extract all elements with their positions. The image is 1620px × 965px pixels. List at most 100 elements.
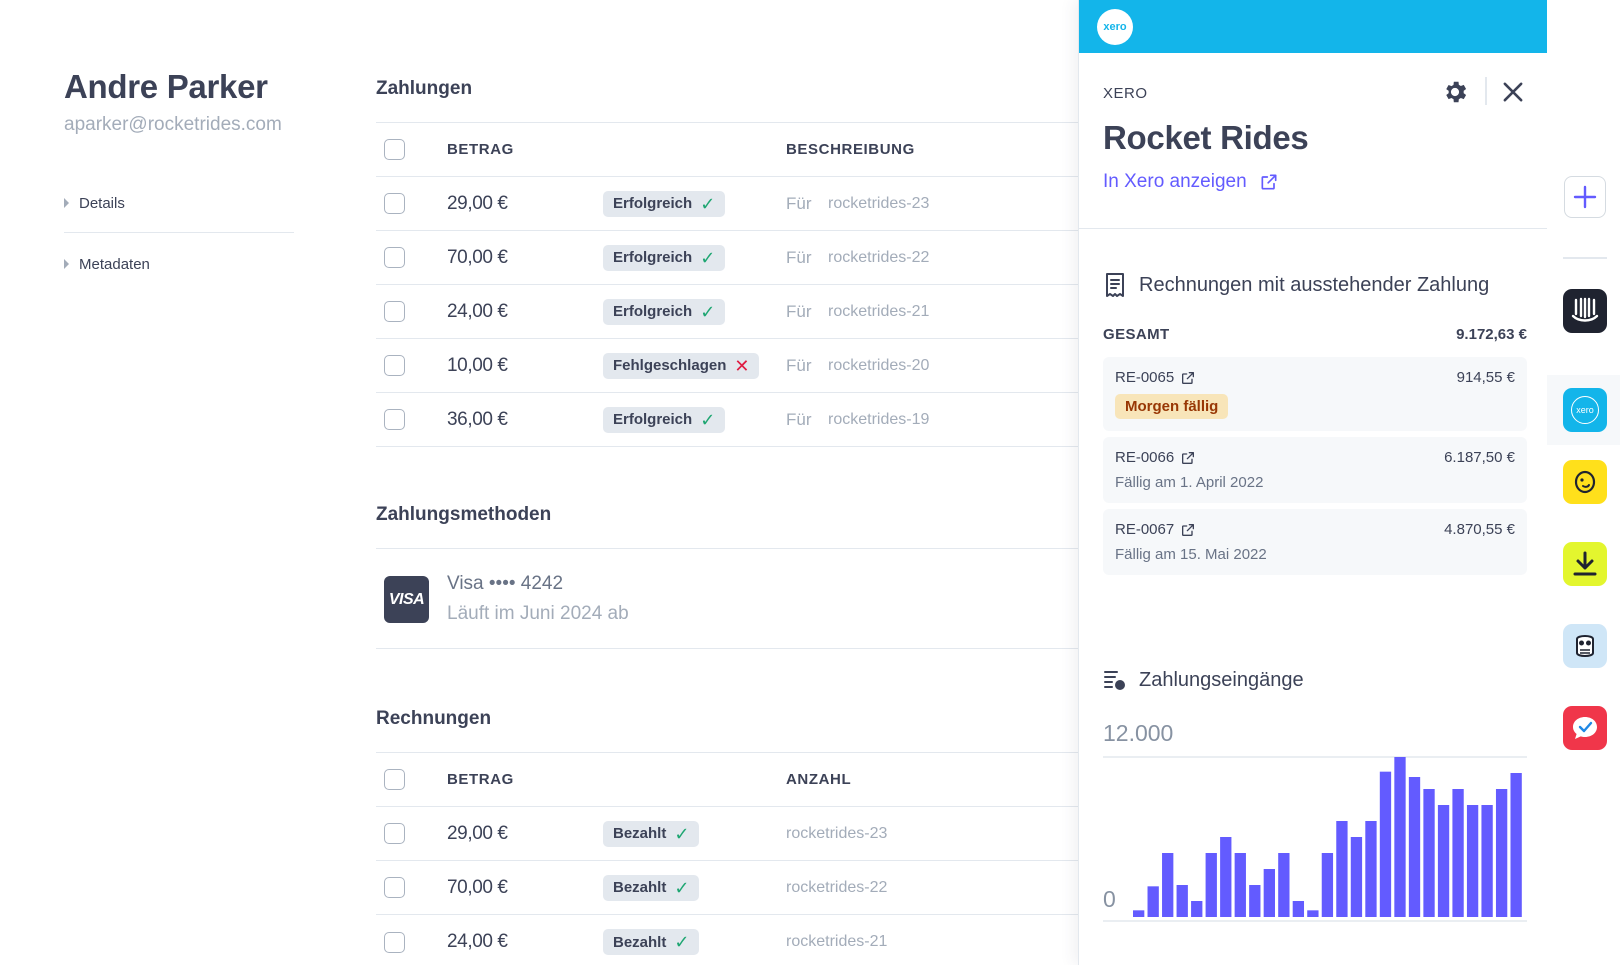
download-app-icon[interactable] [1563, 542, 1607, 586]
divider [64, 232, 294, 233]
select-all-checkbox[interactable] [384, 139, 405, 160]
add-app-button[interactable] [1564, 176, 1606, 218]
owl-app-icon[interactable] [1563, 624, 1607, 668]
xero-logo-icon: xero [1097, 9, 1133, 45]
invoice-id-label: RE-0066 [1115, 449, 1175, 466]
invoice-card[interactable]: RE-0066 6.187,50 € Fällig am 1. April 20… [1103, 437, 1527, 503]
owl-glyph [1576, 635, 1594, 657]
invoices-title: Rechnungen [376, 708, 492, 729]
row-checkbox[interactable] [384, 301, 405, 322]
row-checkbox[interactable] [384, 409, 405, 430]
invoice-id[interactable]: RE-0067 [1115, 521, 1196, 538]
outstanding-header: Rechnungen mit ausstehender Zahlung [1103, 272, 1527, 298]
invoice-id-label: RE-0067 [1115, 521, 1175, 538]
for-label: Für [786, 247, 812, 267]
payments-table: BETRAG BESCHREIBUNG 29,00 € Erfolgreich ✓… [376, 122, 1078, 447]
chart-bar [1133, 910, 1145, 917]
for-label: Für [786, 355, 812, 375]
invoice-card[interactable]: RE-0067 4.870,55 € Fällig am 15. Mai 202… [1103, 509, 1527, 575]
table-row[interactable]: 24,00 € Bezahlt ✓ rocketrides-21 [376, 915, 1078, 965]
xero-glyph: xero [1571, 396, 1599, 424]
close-icon[interactable] [1499, 78, 1527, 106]
app-rail: xero [1547, 0, 1620, 965]
metadata-toggle[interactable]: Metadaten [64, 249, 294, 279]
chart-bar [1408, 777, 1421, 917]
row-checkbox[interactable] [384, 355, 405, 376]
status-label: Fehlgeschlagen [613, 357, 727, 374]
total-label: GESAMT [1103, 326, 1170, 343]
checkmark-chat-app-icon[interactable] [1563, 706, 1607, 750]
invoice-amount: 24,00 € [447, 931, 508, 952]
chart-bar [1466, 805, 1479, 917]
chart-bar [1321, 853, 1334, 917]
row-checkbox[interactable] [384, 247, 405, 268]
list-chart-icon [1104, 671, 1125, 690]
table-row[interactable]: 29,00 € Erfolgreich ✓ Für rocketrides-23 [376, 177, 1078, 231]
app-label: XERO [1103, 85, 1148, 102]
details-toggle[interactable]: Details [64, 188, 294, 218]
for-label: Für [786, 193, 812, 213]
table-row[interactable]: 70,00 € Bezahlt ✓ rocketrides-22 [376, 861, 1078, 915]
table-row[interactable]: 24,00 € Erfolgreich ✓ Für rocketrides-21 [376, 285, 1078, 339]
row-checkbox[interactable] [384, 823, 405, 844]
customer-email: aparker@rocketrides.com [64, 114, 282, 135]
select-all-checkbox[interactable] [384, 769, 405, 790]
payment-amount: 29,00 € [447, 192, 508, 214]
status-label: Erfolgreich [613, 411, 693, 428]
for-label: Für [786, 301, 812, 321]
status-label: Erfolgreich [613, 195, 693, 212]
chart-bar [1263, 869, 1275, 917]
table-header-row: BETRAG ANZAHL [376, 753, 1078, 807]
table-row[interactable]: 70,00 € Erfolgreich ✓ Für rocketrides-22 [376, 231, 1078, 285]
total-row: GESAMT 9.172,63 € [1103, 326, 1527, 343]
row-checkbox[interactable] [384, 193, 405, 214]
table-row[interactable]: 10,00 € Fehlgeschlagen ✕ Für rocketrides-… [376, 339, 1078, 393]
row-checkbox[interactable] [384, 877, 405, 898]
gear-icon[interactable] [1441, 78, 1469, 106]
intercom-app-icon[interactable] [1563, 289, 1607, 333]
status-label: Erfolgreich [613, 303, 693, 320]
invoice-card[interactable]: RE-0065 914,55 € Morgen fällig [1103, 357, 1527, 431]
table-row[interactable]: 36,00 € Erfolgreich ✓ Für rocketrides-19 [376, 393, 1078, 447]
chart-bar [1423, 789, 1435, 917]
chart-bar [1162, 853, 1174, 917]
mailchimp-app-icon[interactable] [1563, 460, 1607, 504]
payment-amount: 10,00 € [447, 354, 508, 376]
status-badge: Bezahlt ✓ [603, 820, 700, 847]
check-bubble-glyph [1573, 717, 1597, 739]
status-badge: Erfolgreich ✓ [603, 244, 726, 271]
check-icon: ✓ [674, 823, 690, 844]
receipt-icon [1106, 273, 1124, 297]
row-checkbox[interactable] [384, 931, 405, 953]
chart-bar [1350, 837, 1363, 917]
payment-amount: 36,00 € [447, 408, 508, 430]
table-row[interactable]: 29,00 € Bezahlt ✓ rocketrides-23 [376, 807, 1078, 861]
customer-sections: Details Metadaten [64, 188, 294, 279]
status-badge: Erfolgreich ✓ [603, 298, 726, 325]
divider [1485, 77, 1487, 105]
payment-method-row[interactable]: VISA Visa •••• 4242 Läuft im Juni 2024 a… [376, 548, 1078, 649]
payment-reference: rocketrides-19 [828, 410, 930, 428]
chart-bar [1191, 901, 1203, 917]
due-badge: Morgen fällig [1115, 394, 1229, 419]
payments-title: Zahlungen [376, 78, 473, 99]
invoice-amount: 914,55 € [1456, 369, 1515, 386]
total-value: 9.172,63 € [1456, 326, 1527, 343]
invoice-id[interactable]: RE-0065 [1115, 369, 1196, 386]
chart-bar [1278, 853, 1290, 917]
xero-app-icon[interactable]: xero [1563, 388, 1607, 432]
invoices-table: BETRAG ANZAHL 29,00 € Bezahlt ✓ rocketrid… [376, 752, 1078, 965]
invoice-id[interactable]: RE-0066 [1115, 449, 1196, 466]
panel-header: XERO Rocket Rides In Xero anzeigen [1079, 53, 1547, 229]
chart-bar [1176, 885, 1188, 917]
external-link-icon [1182, 523, 1195, 536]
payment-reference: rocketrides-22 [828, 248, 930, 266]
payment-reference: rocketrides-20 [828, 356, 930, 374]
chart-bar [1220, 837, 1232, 917]
customer-header: Andre Parker aparker@rocketrides.com [64, 68, 294, 136]
panel-top-bar: xero [1079, 0, 1547, 53]
chart-bar [1234, 853, 1246, 917]
customer-name: Andre Parker [64, 68, 268, 105]
check-icon: ✓ [700, 301, 716, 322]
view-in-xero-link[interactable]: In Xero anzeigen [1103, 171, 1279, 193]
